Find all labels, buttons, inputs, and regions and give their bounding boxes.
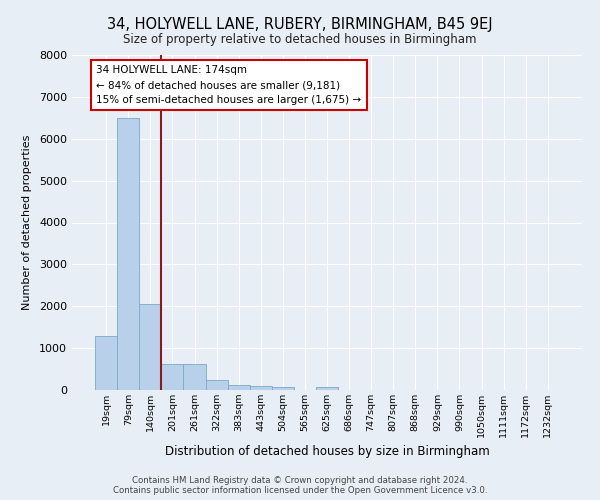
Text: Contains public sector information licensed under the Open Government Licence v3: Contains public sector information licen… bbox=[113, 486, 487, 495]
Text: 34 HOLYWELL LANE: 174sqm
← 84% of detached houses are smaller (9,181)
15% of sem: 34 HOLYWELL LANE: 174sqm ← 84% of detach… bbox=[96, 66, 361, 105]
Y-axis label: Number of detached properties: Number of detached properties bbox=[22, 135, 32, 310]
Bar bbox=[139, 304, 161, 390]
Bar bbox=[95, 336, 117, 390]
Bar bbox=[316, 386, 338, 390]
Text: 34, HOLYWELL LANE, RUBERY, BIRMINGHAM, B45 9EJ: 34, HOLYWELL LANE, RUBERY, BIRMINGHAM, B… bbox=[107, 18, 493, 32]
Bar bbox=[206, 380, 227, 390]
Bar bbox=[184, 364, 206, 390]
Bar bbox=[227, 384, 250, 390]
Bar bbox=[250, 386, 272, 390]
X-axis label: Distribution of detached houses by size in Birmingham: Distribution of detached houses by size … bbox=[164, 446, 490, 458]
Bar bbox=[117, 118, 139, 390]
Bar bbox=[161, 364, 184, 390]
Text: Size of property relative to detached houses in Birmingham: Size of property relative to detached ho… bbox=[123, 32, 477, 46]
Bar bbox=[272, 388, 294, 390]
Text: Contains HM Land Registry data © Crown copyright and database right 2024.: Contains HM Land Registry data © Crown c… bbox=[132, 476, 468, 485]
